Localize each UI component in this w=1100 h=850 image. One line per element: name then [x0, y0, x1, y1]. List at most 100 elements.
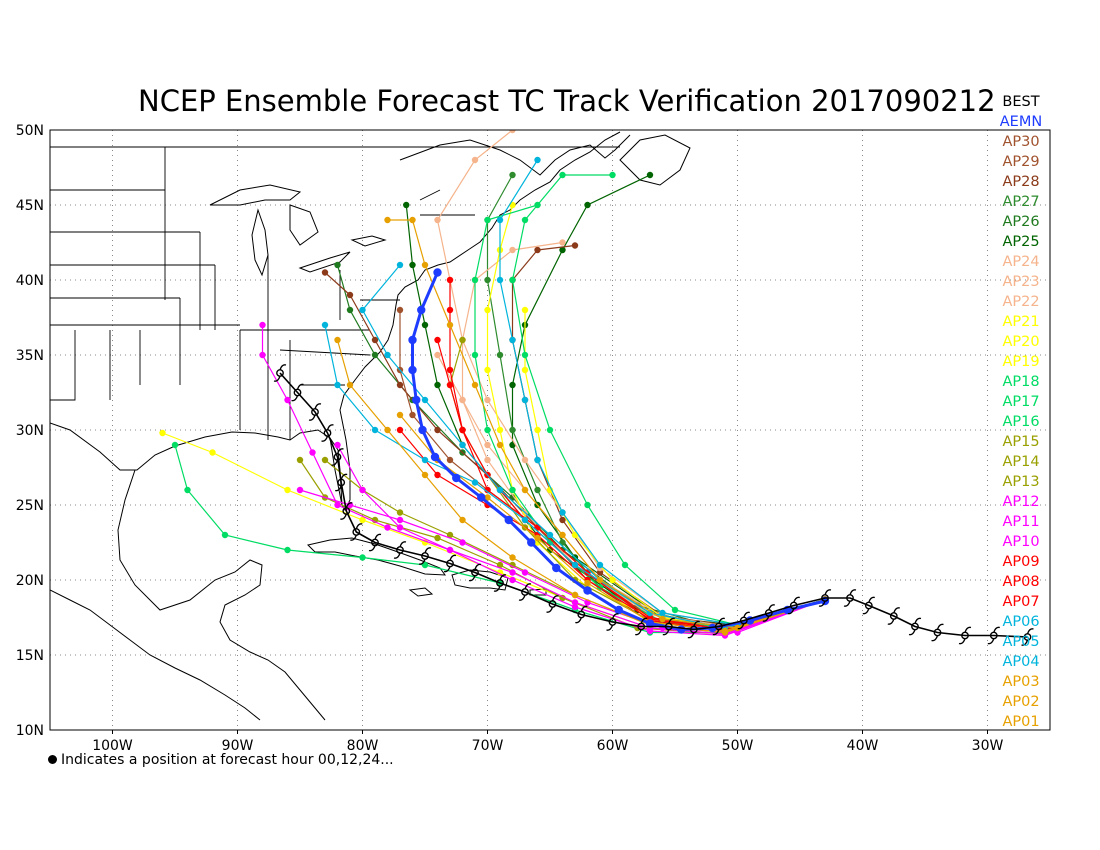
member-track-line — [474, 204, 826, 629]
legend-item-ap02: AP02 — [1002, 694, 1040, 710]
member-track-point — [484, 494, 491, 501]
hurricane-symbol-icon — [843, 589, 857, 607]
hurricane-symbol-icon — [291, 383, 304, 402]
member-track-point — [434, 534, 441, 542]
y-tick-label: 30N — [16, 423, 44, 439]
aemn-track-point — [430, 452, 440, 462]
y-tick-label: 50N — [16, 123, 44, 139]
member-track-point — [321, 456, 329, 464]
legend-item-ap15: AP15 — [1002, 434, 1040, 450]
member-track-point — [534, 426, 541, 434]
position-dot-icon — [48, 755, 57, 764]
aemn-track-point — [583, 586, 592, 595]
member-track-point — [509, 381, 516, 389]
y-tick-label: 35N — [16, 348, 44, 364]
member-track-point — [384, 426, 391, 434]
member-track-point — [459, 516, 466, 524]
member-track-point — [621, 561, 629, 569]
hurricane-symbol-icon — [350, 523, 363, 541]
member-track-point — [396, 524, 404, 531]
member-track-point — [209, 449, 216, 456]
member-track-point — [534, 156, 541, 164]
member-track-point — [284, 546, 291, 554]
member-track-point — [534, 456, 541, 464]
legend-item-ap03: AP03 — [1002, 674, 1040, 690]
y-tick-label: 10N — [16, 723, 44, 739]
hurricane-symbol-icon — [340, 502, 353, 520]
aemn-track-point — [408, 365, 417, 375]
legend-item-ap10: AP10 — [1002, 534, 1040, 550]
member-track-point — [334, 336, 341, 344]
aemn-track-point — [504, 515, 513, 525]
legend-item-ap21: AP21 — [1002, 314, 1040, 330]
member-track-point — [521, 366, 529, 374]
member-track-point — [403, 201, 410, 209]
member-track-point — [459, 396, 466, 404]
member-track-point — [521, 216, 529, 224]
member-track-point — [521, 569, 529, 576]
member-track-point — [371, 351, 379, 359]
y-tick-label: 20N — [16, 573, 44, 589]
member-track-point — [221, 531, 229, 539]
hurricane-symbol-icon — [818, 589, 832, 607]
legend-item-ap29: AP29 — [1002, 154, 1040, 170]
y-axis-ticks: 10N 15N 20N 25N 30N 35N 40N 45N 50N — [16, 123, 44, 739]
hurricane-symbol-icon — [787, 596, 800, 615]
member-track-point — [334, 381, 341, 389]
aemn-track-point — [645, 619, 655, 628]
legend-item-ap07: AP07 — [1002, 594, 1040, 610]
hurricane-symbol-icon — [1021, 628, 1034, 646]
member-track-point — [384, 351, 391, 359]
member-track-line — [436, 354, 826, 629]
legend-item-ap09: AP09 — [1002, 554, 1040, 570]
member-track-point — [559, 509, 566, 516]
member-track-point — [471, 381, 479, 389]
member-track-point — [584, 201, 591, 209]
legend-item-ap16: AP16 — [1002, 414, 1040, 430]
x-tick-label: 50W — [722, 738, 754, 754]
member-track-point — [496, 426, 504, 434]
hurricane-symbol-icon — [308, 403, 322, 421]
member-track-point — [521, 396, 529, 404]
legend-item-aemn: AEMN — [999, 114, 1043, 130]
member-track-point — [446, 546, 454, 554]
member-track-point — [471, 156, 479, 164]
lake-huron — [289, 204, 319, 246]
aemn-track-point — [418, 425, 427, 435]
member-track-point — [559, 516, 566, 524]
member-track-point — [571, 599, 579, 606]
member-track-point — [584, 579, 591, 587]
hurricane-symbol-icon — [887, 607, 900, 625]
member-track-point — [321, 321, 329, 329]
hurricane-symbol-icon — [606, 613, 619, 631]
member-track-point — [396, 516, 404, 524]
member-track-point — [259, 321, 266, 329]
coastline-pacific — [50, 589, 261, 721]
legend-item-ap14: AP14 — [1002, 454, 1040, 470]
member-track-point — [609, 576, 616, 584]
member-track-point — [334, 441, 341, 449]
member-track-point — [371, 336, 379, 344]
member-track-point — [421, 456, 429, 464]
legend-item-ap18: AP18 — [1002, 374, 1040, 390]
y-tick-label: 45N — [16, 198, 44, 214]
member-track-point — [184, 486, 191, 494]
hurricane-symbol-icon — [687, 620, 700, 639]
hurricane-symbol-icon — [273, 364, 287, 382]
member-track-point — [446, 321, 454, 329]
member-track-point — [359, 516, 366, 524]
member-track-point — [509, 561, 516, 569]
member-track-point — [484, 276, 491, 284]
member-track-point — [459, 539, 466, 546]
hurricane-symbol-icon — [762, 604, 775, 622]
member-track-point — [171, 441, 179, 449]
plot-frame — [49, 129, 1051, 731]
member-track-line — [499, 159, 826, 626]
member-track-point — [159, 429, 166, 437]
hurricane-symbol-icon — [518, 583, 532, 601]
member-track-point — [496, 486, 504, 494]
member-track-point — [509, 336, 516, 344]
member-track-point — [421, 321, 429, 329]
member-track-point — [546, 531, 554, 539]
